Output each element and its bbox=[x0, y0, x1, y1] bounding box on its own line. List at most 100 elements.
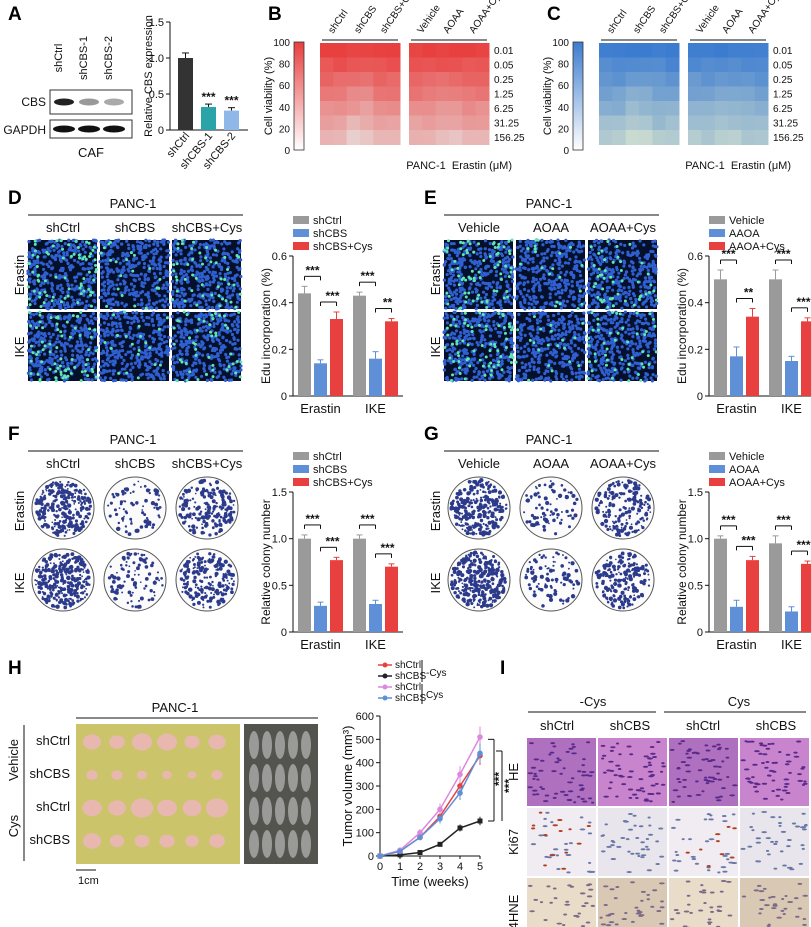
edu-dot bbox=[635, 332, 639, 336]
nucleus-dot bbox=[128, 292, 132, 296]
nucleus-dot bbox=[205, 250, 210, 254]
nucleus-dot bbox=[523, 300, 527, 305]
heat-cell bbox=[475, 43, 490, 58]
nucleus-dot bbox=[484, 265, 488, 270]
nucleus-dot bbox=[94, 345, 99, 350]
nucleus-dot bbox=[30, 247, 35, 251]
edu-dot bbox=[497, 360, 501, 364]
nucleus-dot bbox=[33, 266, 37, 271]
column-label: shCBS+Cys bbox=[172, 220, 243, 235]
heat-cell bbox=[333, 130, 348, 145]
bar bbox=[201, 106, 216, 130]
heat-cell bbox=[599, 86, 613, 102]
edu-dot bbox=[509, 266, 513, 270]
nucleus-dot bbox=[442, 330, 446, 334]
edu-dot bbox=[589, 245, 593, 249]
nucleus-dot bbox=[176, 324, 180, 328]
nucleus-dot bbox=[532, 360, 536, 364]
edu-dot bbox=[94, 270, 98, 274]
nucleus-dot bbox=[569, 339, 573, 343]
nucleus-dot bbox=[542, 259, 546, 263]
nucleus-dot bbox=[203, 369, 207, 373]
nucleus-dot bbox=[602, 328, 606, 332]
nucleus-dot bbox=[32, 344, 36, 348]
nucleus-dot bbox=[170, 347, 174, 351]
nucleus-dot bbox=[549, 253, 553, 258]
nucleus-dot bbox=[620, 366, 624, 370]
nucleus-dot bbox=[114, 300, 118, 304]
nucleus-dot bbox=[623, 290, 627, 295]
nucleus-dot bbox=[571, 326, 575, 330]
nucleus-dot bbox=[111, 362, 115, 366]
edu-dot bbox=[29, 359, 33, 363]
nucleus-dot bbox=[197, 272, 201, 276]
nucleus-dot bbox=[578, 335, 582, 339]
edu-dot bbox=[548, 272, 552, 276]
heat-cell bbox=[346, 130, 361, 145]
nucleus-dot bbox=[113, 355, 117, 359]
nucleus-dot bbox=[536, 327, 540, 332]
edu-dot bbox=[90, 291, 94, 295]
edu-dot bbox=[76, 245, 80, 249]
nucleus-dot bbox=[612, 318, 616, 322]
heat-cell bbox=[701, 57, 716, 73]
edu-dot bbox=[456, 266, 460, 270]
edu-dot bbox=[190, 289, 194, 293]
nucleus-dot bbox=[188, 287, 192, 291]
nucleus-dot bbox=[565, 299, 569, 304]
heat-cell bbox=[386, 115, 401, 131]
nucleus-dot bbox=[132, 316, 136, 320]
nucleus-dot bbox=[143, 274, 147, 278]
edu-dot bbox=[446, 239, 450, 243]
edu-dot bbox=[211, 317, 215, 321]
nucleus-dot bbox=[47, 331, 51, 336]
heat-cell bbox=[386, 86, 401, 102]
edu-dot bbox=[37, 279, 41, 283]
nucleus-dot bbox=[130, 263, 135, 267]
nucleus-dot bbox=[498, 315, 502, 319]
nucleus-dot bbox=[151, 266, 155, 270]
nucleus-dot bbox=[229, 313, 233, 317]
nucleus-dot bbox=[572, 304, 577, 308]
nucleus-dot bbox=[455, 377, 459, 381]
nucleus-dot bbox=[210, 272, 215, 277]
edu-dot bbox=[489, 361, 493, 365]
edu-dot bbox=[477, 323, 481, 327]
nucleus-dot bbox=[73, 279, 77, 283]
nucleus-dot bbox=[445, 283, 449, 288]
nucleus-dot bbox=[650, 379, 654, 383]
nucleus-dot bbox=[557, 258, 562, 262]
nucleus-dot bbox=[475, 252, 479, 256]
nucleus-dot bbox=[116, 314, 121, 318]
nucleus-dot bbox=[207, 333, 211, 338]
nucleus-dot bbox=[152, 256, 156, 260]
edu-dot bbox=[94, 375, 98, 379]
edu-dot bbox=[485, 306, 489, 310]
heat-cell bbox=[462, 72, 477, 87]
nucleus-dot bbox=[484, 292, 488, 297]
edu-dot bbox=[464, 295, 468, 299]
nucleus-dot bbox=[81, 360, 85, 365]
nucleus-dot bbox=[216, 317, 220, 321]
nucleus-dot bbox=[510, 315, 515, 319]
nucleus-dot bbox=[26, 305, 30, 310]
nucleus-dot bbox=[500, 342, 504, 346]
nucleus-dot bbox=[481, 281, 485, 285]
nucleus-dot bbox=[528, 332, 532, 336]
nucleus-dot bbox=[564, 332, 568, 337]
edu-dot bbox=[627, 379, 631, 383]
edu-dot bbox=[458, 371, 462, 375]
heat-cell bbox=[475, 101, 490, 116]
nucleus-dot bbox=[653, 360, 657, 364]
edu-dot bbox=[445, 250, 449, 254]
nucleus-dot bbox=[49, 361, 53, 365]
heat-cell bbox=[409, 130, 423, 145]
nucleus-dot bbox=[108, 270, 112, 274]
nucleus-dot bbox=[651, 269, 656, 273]
nucleus-dot bbox=[193, 301, 197, 305]
nucleus-dot bbox=[195, 355, 199, 360]
nucleus-dot bbox=[608, 350, 612, 354]
nucleus-dot bbox=[550, 250, 555, 255]
nucleus-dot bbox=[148, 354, 152, 358]
nucleus-dot bbox=[449, 257, 453, 261]
